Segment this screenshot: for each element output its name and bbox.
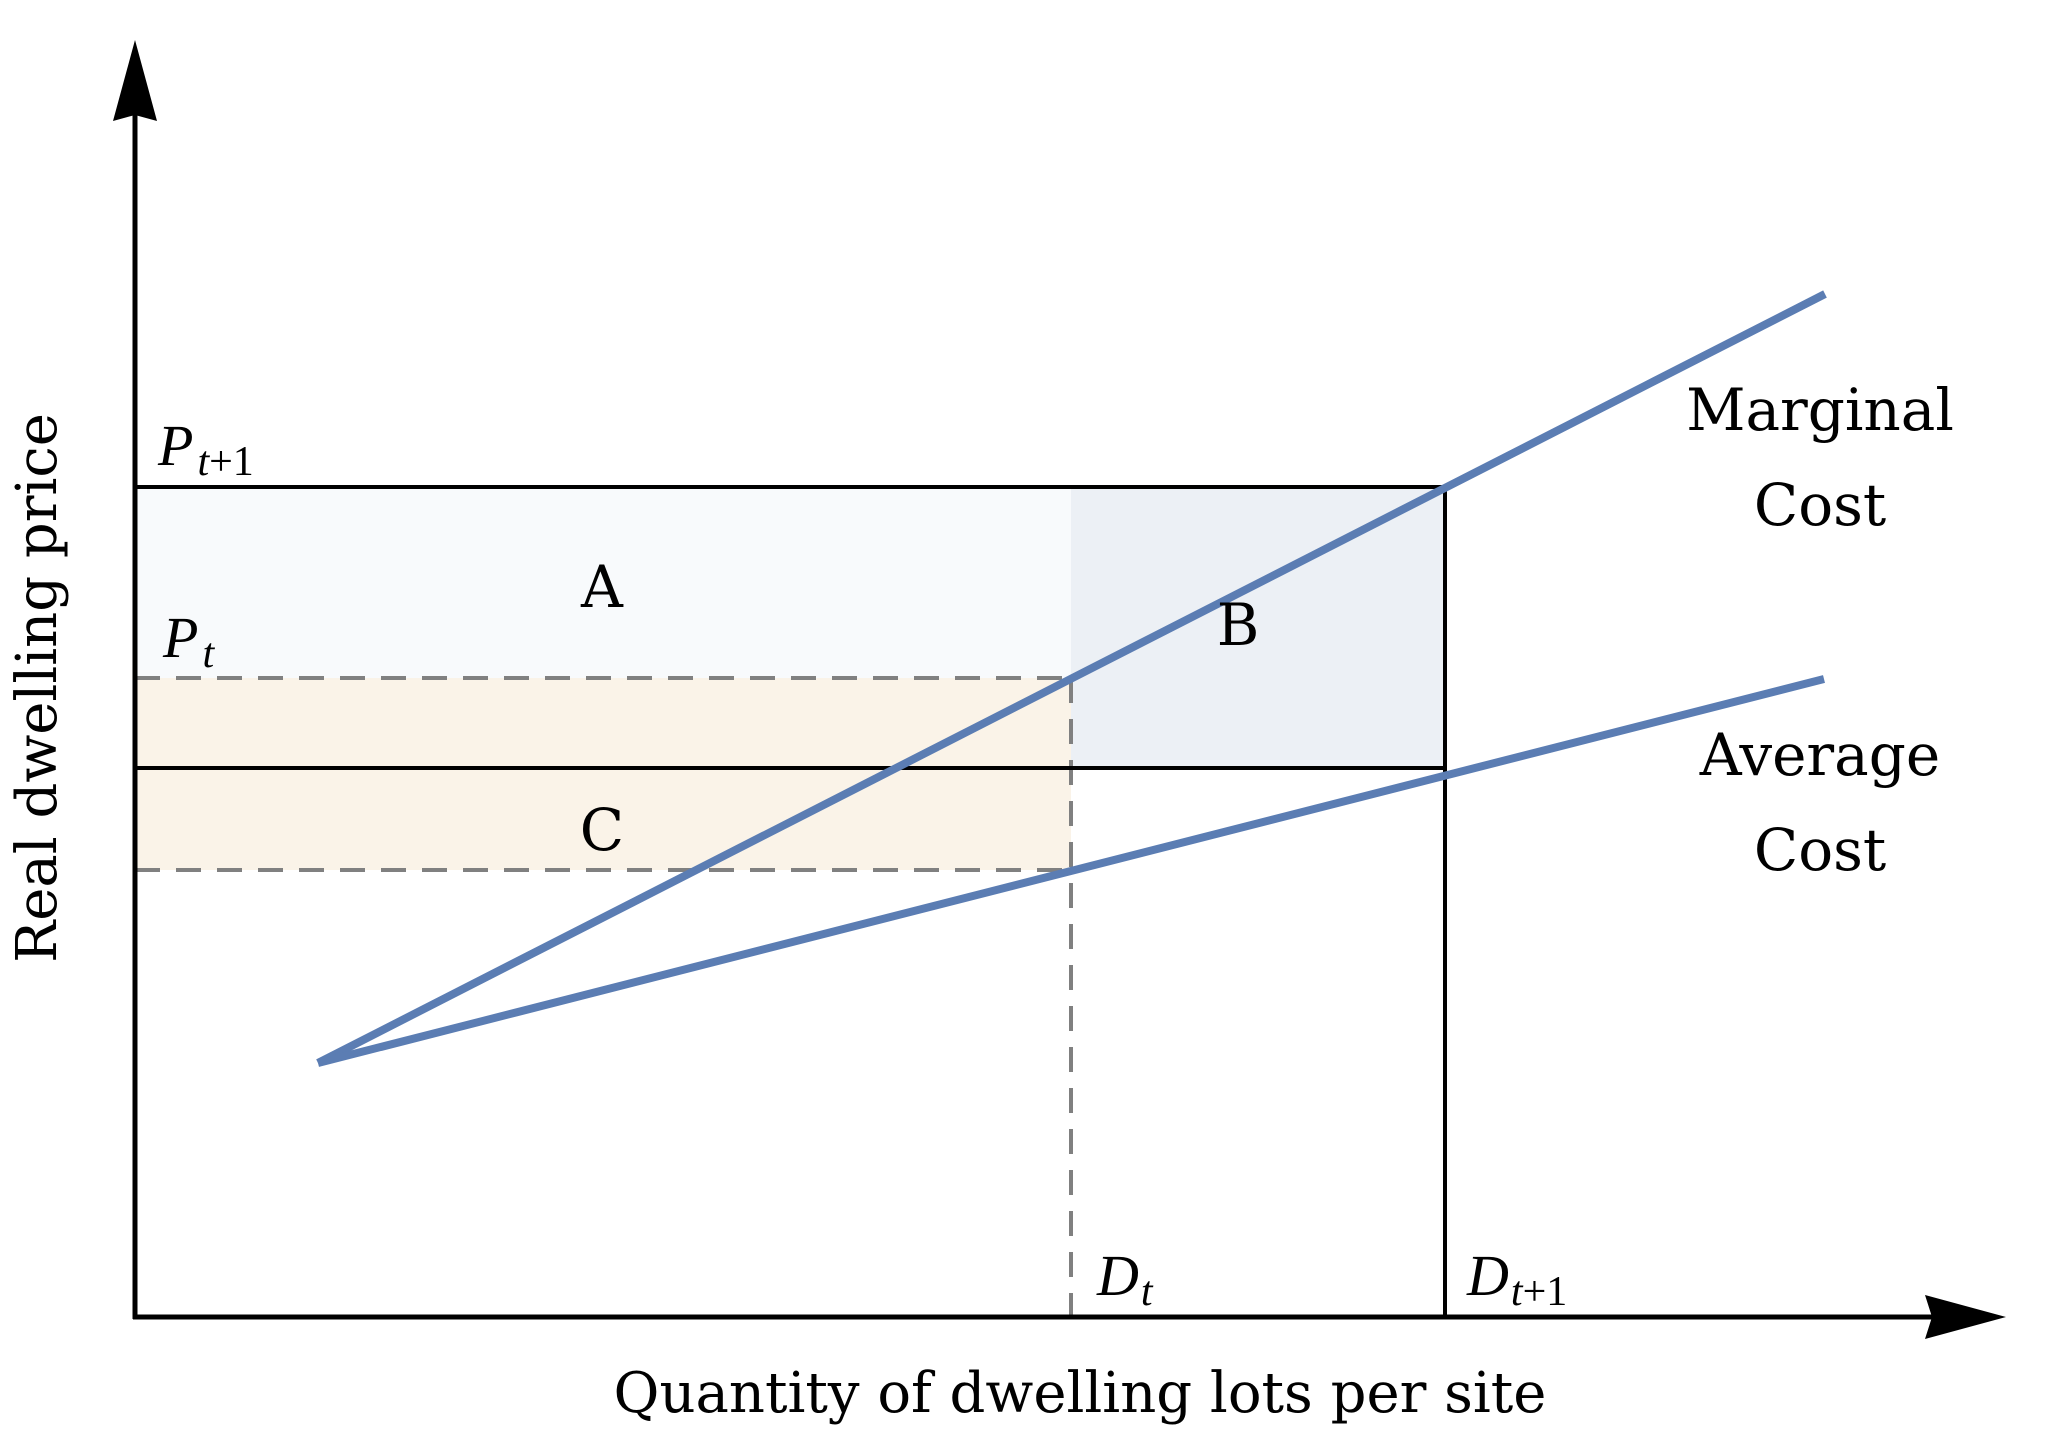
region-b-label: B: [1217, 591, 1260, 659]
axes: [113, 40, 2006, 1339]
average-cost-label-line1: Average: [1699, 721, 1940, 789]
region-b-fill: [1071, 487, 1445, 768]
region-c-label: C: [580, 796, 624, 864]
p-t-label: Pt: [162, 605, 215, 677]
average-cost-label-line2: Cost: [1754, 816, 1886, 884]
solid-guides: [135, 485, 1447, 1317]
y-axis-arrow-icon: [113, 40, 157, 121]
x-axis-title: Quantity of dwelling lots per site: [614, 1361, 1547, 1426]
marginal-cost-curve: [316, 290, 1827, 1067]
d-t1-label: Dt+1: [1466, 1243, 1567, 1315]
p-t1-label: Pt+1: [157, 413, 254, 485]
d-t-label: Dt: [1096, 1243, 1154, 1315]
marginal-cost-label-line1: Marginal: [1686, 376, 1954, 444]
region-c-fill: [135, 678, 1071, 870]
y-axis-title: Real dwelling price: [5, 413, 70, 963]
dashed-guides: [135, 676, 1073, 1317]
region-a-label: A: [580, 553, 624, 621]
marginal-cost-label-line2: Cost: [1754, 471, 1886, 539]
x-axis-arrow-icon: [1925, 1295, 2006, 1339]
region-a-fill: [135, 487, 1071, 678]
average-cost-curve: [317, 675, 1825, 1067]
